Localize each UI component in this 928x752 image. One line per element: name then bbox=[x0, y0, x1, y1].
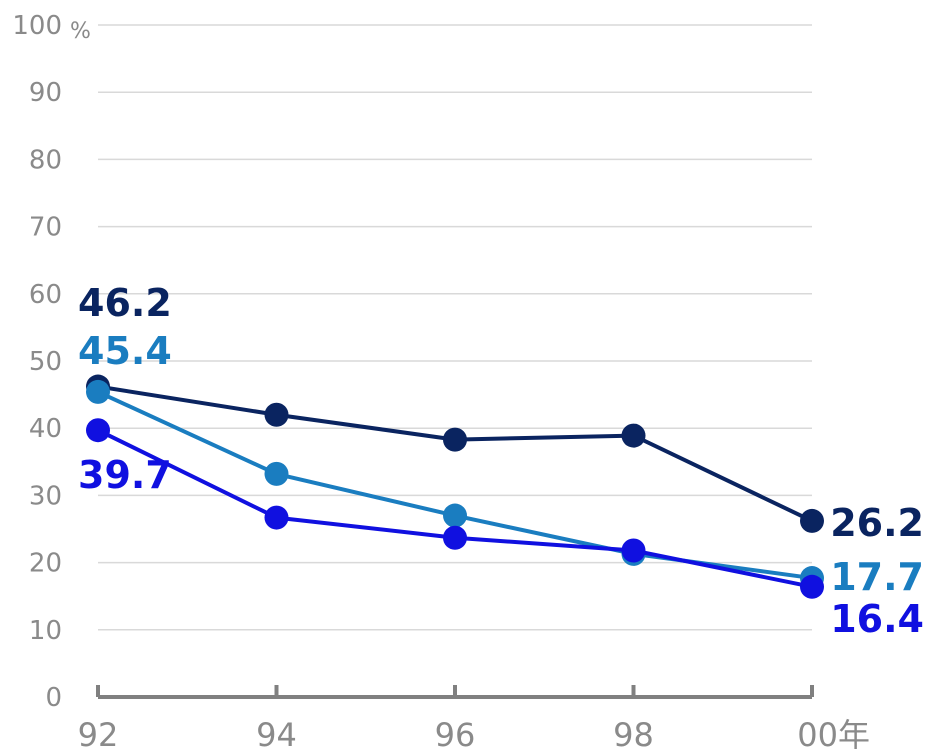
y-axis-ticks: 0 10 20 30 40 50 60 70 80 90 100 bbox=[12, 11, 62, 713]
data-point bbox=[621, 423, 646, 448]
x-axis bbox=[96, 685, 814, 699]
y-tick-label: 60 bbox=[29, 280, 62, 310]
x-axis-ticks: 92 94 96 98 00 bbox=[78, 716, 838, 752]
x-tick-label: 92 bbox=[78, 716, 119, 752]
data-point bbox=[443, 427, 467, 452]
data-label: 46.2 bbox=[78, 281, 172, 325]
y-tick-label: 80 bbox=[29, 145, 62, 175]
y-tick-label: 70 bbox=[29, 213, 62, 243]
series-layer bbox=[86, 374, 824, 599]
series-line bbox=[97, 390, 813, 581]
data-point bbox=[800, 574, 824, 599]
y-tick-label: 0 bbox=[45, 683, 62, 713]
data-point bbox=[800, 508, 824, 533]
data-label: 17.7 bbox=[830, 555, 924, 599]
data-point bbox=[621, 538, 646, 563]
series-2 bbox=[86, 379, 824, 591]
data-point bbox=[264, 505, 289, 530]
gridlines bbox=[98, 24, 812, 631]
x-tick-label: 00 bbox=[797, 716, 838, 752]
data-labels: 46.2 26.2 45.4 17.7 39.7 16.4 bbox=[78, 281, 924, 641]
data-label: 39.7 bbox=[78, 453, 172, 497]
x-unit-label: 年 bbox=[838, 716, 870, 752]
data-label: 26.2 bbox=[830, 501, 924, 545]
series-3 bbox=[86, 418, 824, 599]
y-tick-label: 90 bbox=[29, 78, 62, 108]
data-point bbox=[86, 418, 110, 443]
data-point bbox=[86, 379, 110, 404]
data-label: 16.4 bbox=[830, 597, 924, 641]
series-line bbox=[97, 384, 813, 523]
y-unit-label: % bbox=[70, 19, 91, 44]
x-tick-label: 94 bbox=[256, 716, 297, 752]
x-tick-label: 96 bbox=[435, 716, 476, 752]
data-point bbox=[443, 525, 467, 550]
y-tick-label: 50 bbox=[29, 347, 62, 377]
data-point bbox=[264, 461, 289, 486]
y-tick-label: 30 bbox=[29, 481, 62, 511]
y-tick-label: 100 bbox=[12, 11, 62, 41]
data-label: 45.4 bbox=[78, 329, 172, 373]
data-point bbox=[264, 402, 289, 427]
y-tick-label: 10 bbox=[29, 616, 62, 646]
y-tick-label: 40 bbox=[29, 414, 62, 444]
x-tick-label: 98 bbox=[613, 716, 654, 752]
y-tick-label: 20 bbox=[29, 549, 62, 579]
data-point bbox=[443, 503, 467, 528]
